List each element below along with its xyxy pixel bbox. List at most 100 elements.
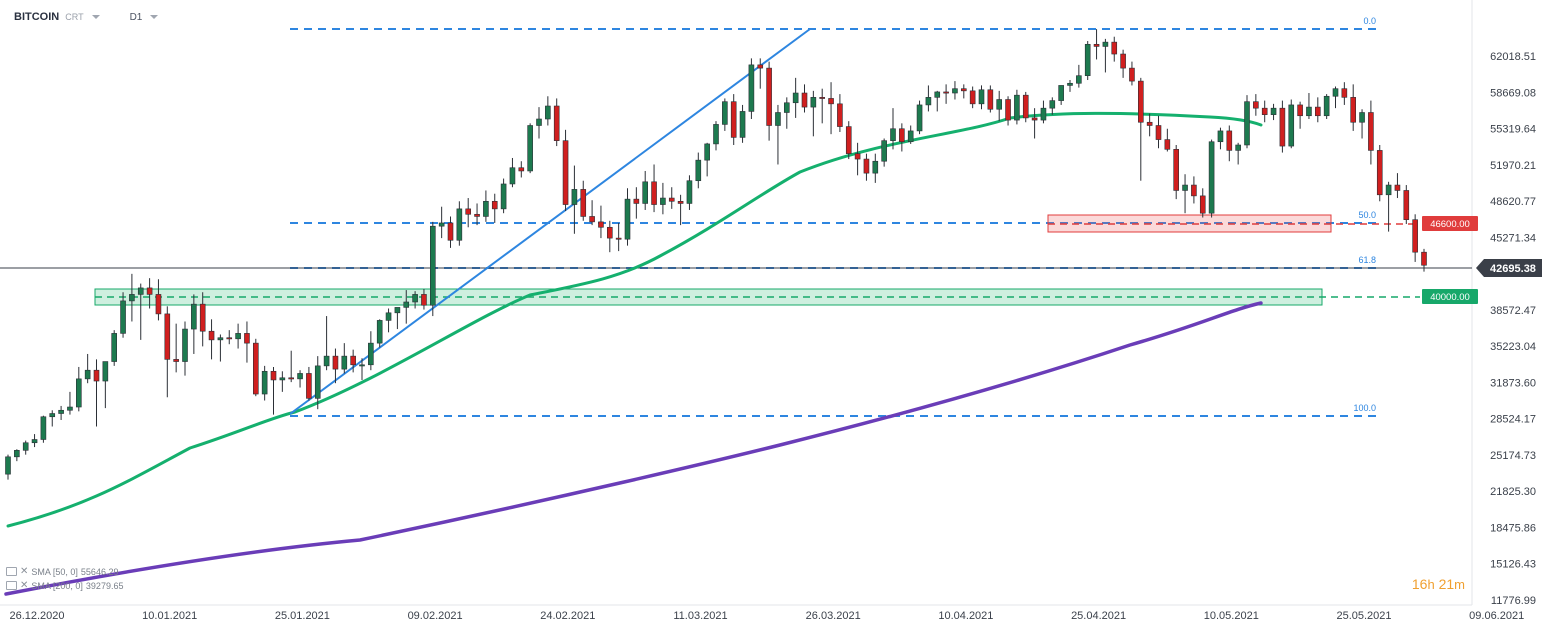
candle-bullish[interactable] (14, 450, 20, 458)
candle-bullish[interactable] (642, 181, 649, 204)
candle-bearish[interactable] (288, 377, 295, 380)
candle-bullish[interactable] (368, 342, 374, 366)
candle-bearish[interactable] (1005, 99, 1011, 121)
timeframe-selector[interactable]: D1 (129, 11, 143, 23)
candle-bullish[interactable] (704, 143, 710, 161)
candle-bullish[interactable] (456, 208, 463, 241)
candle-bullish[interactable] (191, 303, 197, 330)
candle-bearish[interactable] (1261, 107, 1268, 115)
candle-bullish[interactable] (217, 337, 224, 341)
price-tag-46600[interactable]: 46600.00 (1422, 216, 1478, 231)
candle-bearish[interactable] (1350, 97, 1356, 123)
sma-50-line[interactable] (6, 111, 1263, 528)
candle-bearish[interactable] (199, 303, 206, 332)
candle-bullish[interactable] (925, 97, 932, 106)
candle-bearish[interactable] (960, 88, 967, 92)
candle-bullish[interactable] (1102, 41, 1109, 47)
candle-bearish[interactable] (253, 342, 259, 395)
candle-bullish[interactable] (5, 456, 11, 475)
candle-bullish[interactable] (359, 364, 365, 367)
candle-bearish[interactable] (1120, 53, 1126, 69)
candle-bullish[interactable] (934, 91, 941, 98)
candle-bearish[interactable] (226, 337, 233, 340)
candle-bullish[interactable] (545, 105, 551, 120)
candle-bearish[interactable] (447, 222, 454, 241)
candle-bearish[interactable] (1412, 219, 1418, 253)
candle-bullish[interactable] (1084, 43, 1091, 76)
candle-bullish[interactable] (49, 413, 56, 418)
candle-bullish[interactable] (1217, 130, 1224, 143)
candle-bearish[interactable] (1093, 43, 1100, 47)
candle-bullish[interactable] (686, 180, 693, 204)
symbol-name[interactable]: BITCOIN (14, 11, 60, 23)
symbol-dropdown-chevron-icon[interactable] (91, 15, 100, 19)
candle-bearish[interactable] (93, 369, 100, 382)
candle-bullish[interactable] (111, 333, 117, 362)
candle-bullish[interactable] (120, 300, 126, 334)
candle-bearish[interactable] (651, 181, 657, 205)
candle-bullish[interactable] (916, 104, 923, 132)
candle-bearish[interactable] (553, 105, 560, 141)
candle-bullish[interactable] (323, 355, 330, 367)
candle-bullish[interactable] (394, 307, 401, 314)
candle-bearish[interactable] (1031, 117, 1038, 121)
candle-bullish[interactable] (1359, 112, 1365, 123)
candle-bearish[interactable] (421, 294, 427, 306)
candle-bullish[interactable] (536, 118, 542, 126)
candle-bearish[interactable] (1146, 121, 1153, 126)
sma-200-line[interactable] (4, 301, 1263, 596)
candle-bearish[interactable] (987, 89, 994, 110)
candle-bearish[interactable] (1022, 94, 1029, 119)
candle-bearish[interactable] (1403, 190, 1410, 220)
candle-bullish[interactable] (31, 439, 38, 444)
candle-bullish[interactable] (1332, 88, 1339, 97)
candle-bullish[interactable] (624, 198, 631, 240)
candle-bearish[interactable] (598, 221, 604, 228)
candle-bearish[interactable] (350, 355, 356, 366)
candle-bearish[interactable] (270, 370, 277, 381)
candle-bullish[interactable] (137, 287, 144, 295)
candle-bullish[interactable] (695, 159, 702, 182)
candle-bearish[interactable] (677, 200, 684, 204)
candle-bullish[interactable] (403, 301, 410, 308)
candle-bullish[interactable] (1235, 144, 1241, 151)
indicator-settings-icon[interactable] (6, 581, 17, 590)
candle-bullish[interactable] (1014, 94, 1020, 121)
candle-bullish[interactable] (40, 416, 47, 440)
candle-bullish[interactable] (279, 377, 286, 381)
candle-bullish[interactable] (748, 64, 755, 112)
indicator-legend-sma200[interactable]: ✕ SMA [200, 0] 39279.65 (6, 580, 123, 591)
candle-bearish[interactable] (518, 167, 525, 172)
price-tag-40000[interactable]: 40000.00 (1422, 289, 1478, 304)
candle-bearish[interactable] (306, 373, 312, 399)
candle-bullish[interactable] (713, 124, 719, 145)
candle-bullish[interactable] (67, 406, 73, 411)
candle-bullish[interactable] (235, 333, 241, 340)
candle-bearish[interactable] (244, 333, 250, 344)
candle-bearish[interactable] (474, 213, 480, 217)
candle-bullish[interactable] (810, 97, 817, 108)
candle-bearish[interactable] (1279, 107, 1286, 147)
candle-bullish[interactable] (722, 101, 728, 125)
candle-bullish[interactable] (792, 92, 799, 104)
remove-indicator-icon[interactable]: ✕ (20, 580, 29, 591)
candle-bearish[interactable] (837, 103, 843, 127)
candle-bullish[interactable] (952, 88, 958, 94)
candle-bullish[interactable] (76, 378, 82, 408)
candle-bullish[interactable] (1244, 101, 1250, 146)
candle-bearish[interactable] (1341, 88, 1348, 98)
candle-bullish[interactable] (261, 370, 268, 395)
candle-bearish[interactable] (757, 64, 764, 69)
candle-bearish[interactable] (155, 294, 162, 315)
candle-bearish[interactable] (1226, 130, 1233, 151)
candle-bearish[interactable] (828, 98, 834, 105)
candle-bearish[interactable] (730, 101, 737, 138)
candle-bearish[interactable] (208, 330, 215, 341)
candle-bearish[interactable] (1111, 41, 1118, 55)
candle-bearish[interactable] (164, 313, 171, 360)
candle-bearish[interactable] (943, 91, 949, 94)
candle-bullish[interactable] (907, 130, 914, 143)
candle-bullish[interactable] (500, 183, 507, 210)
candle-bullish[interactable] (376, 320, 383, 344)
